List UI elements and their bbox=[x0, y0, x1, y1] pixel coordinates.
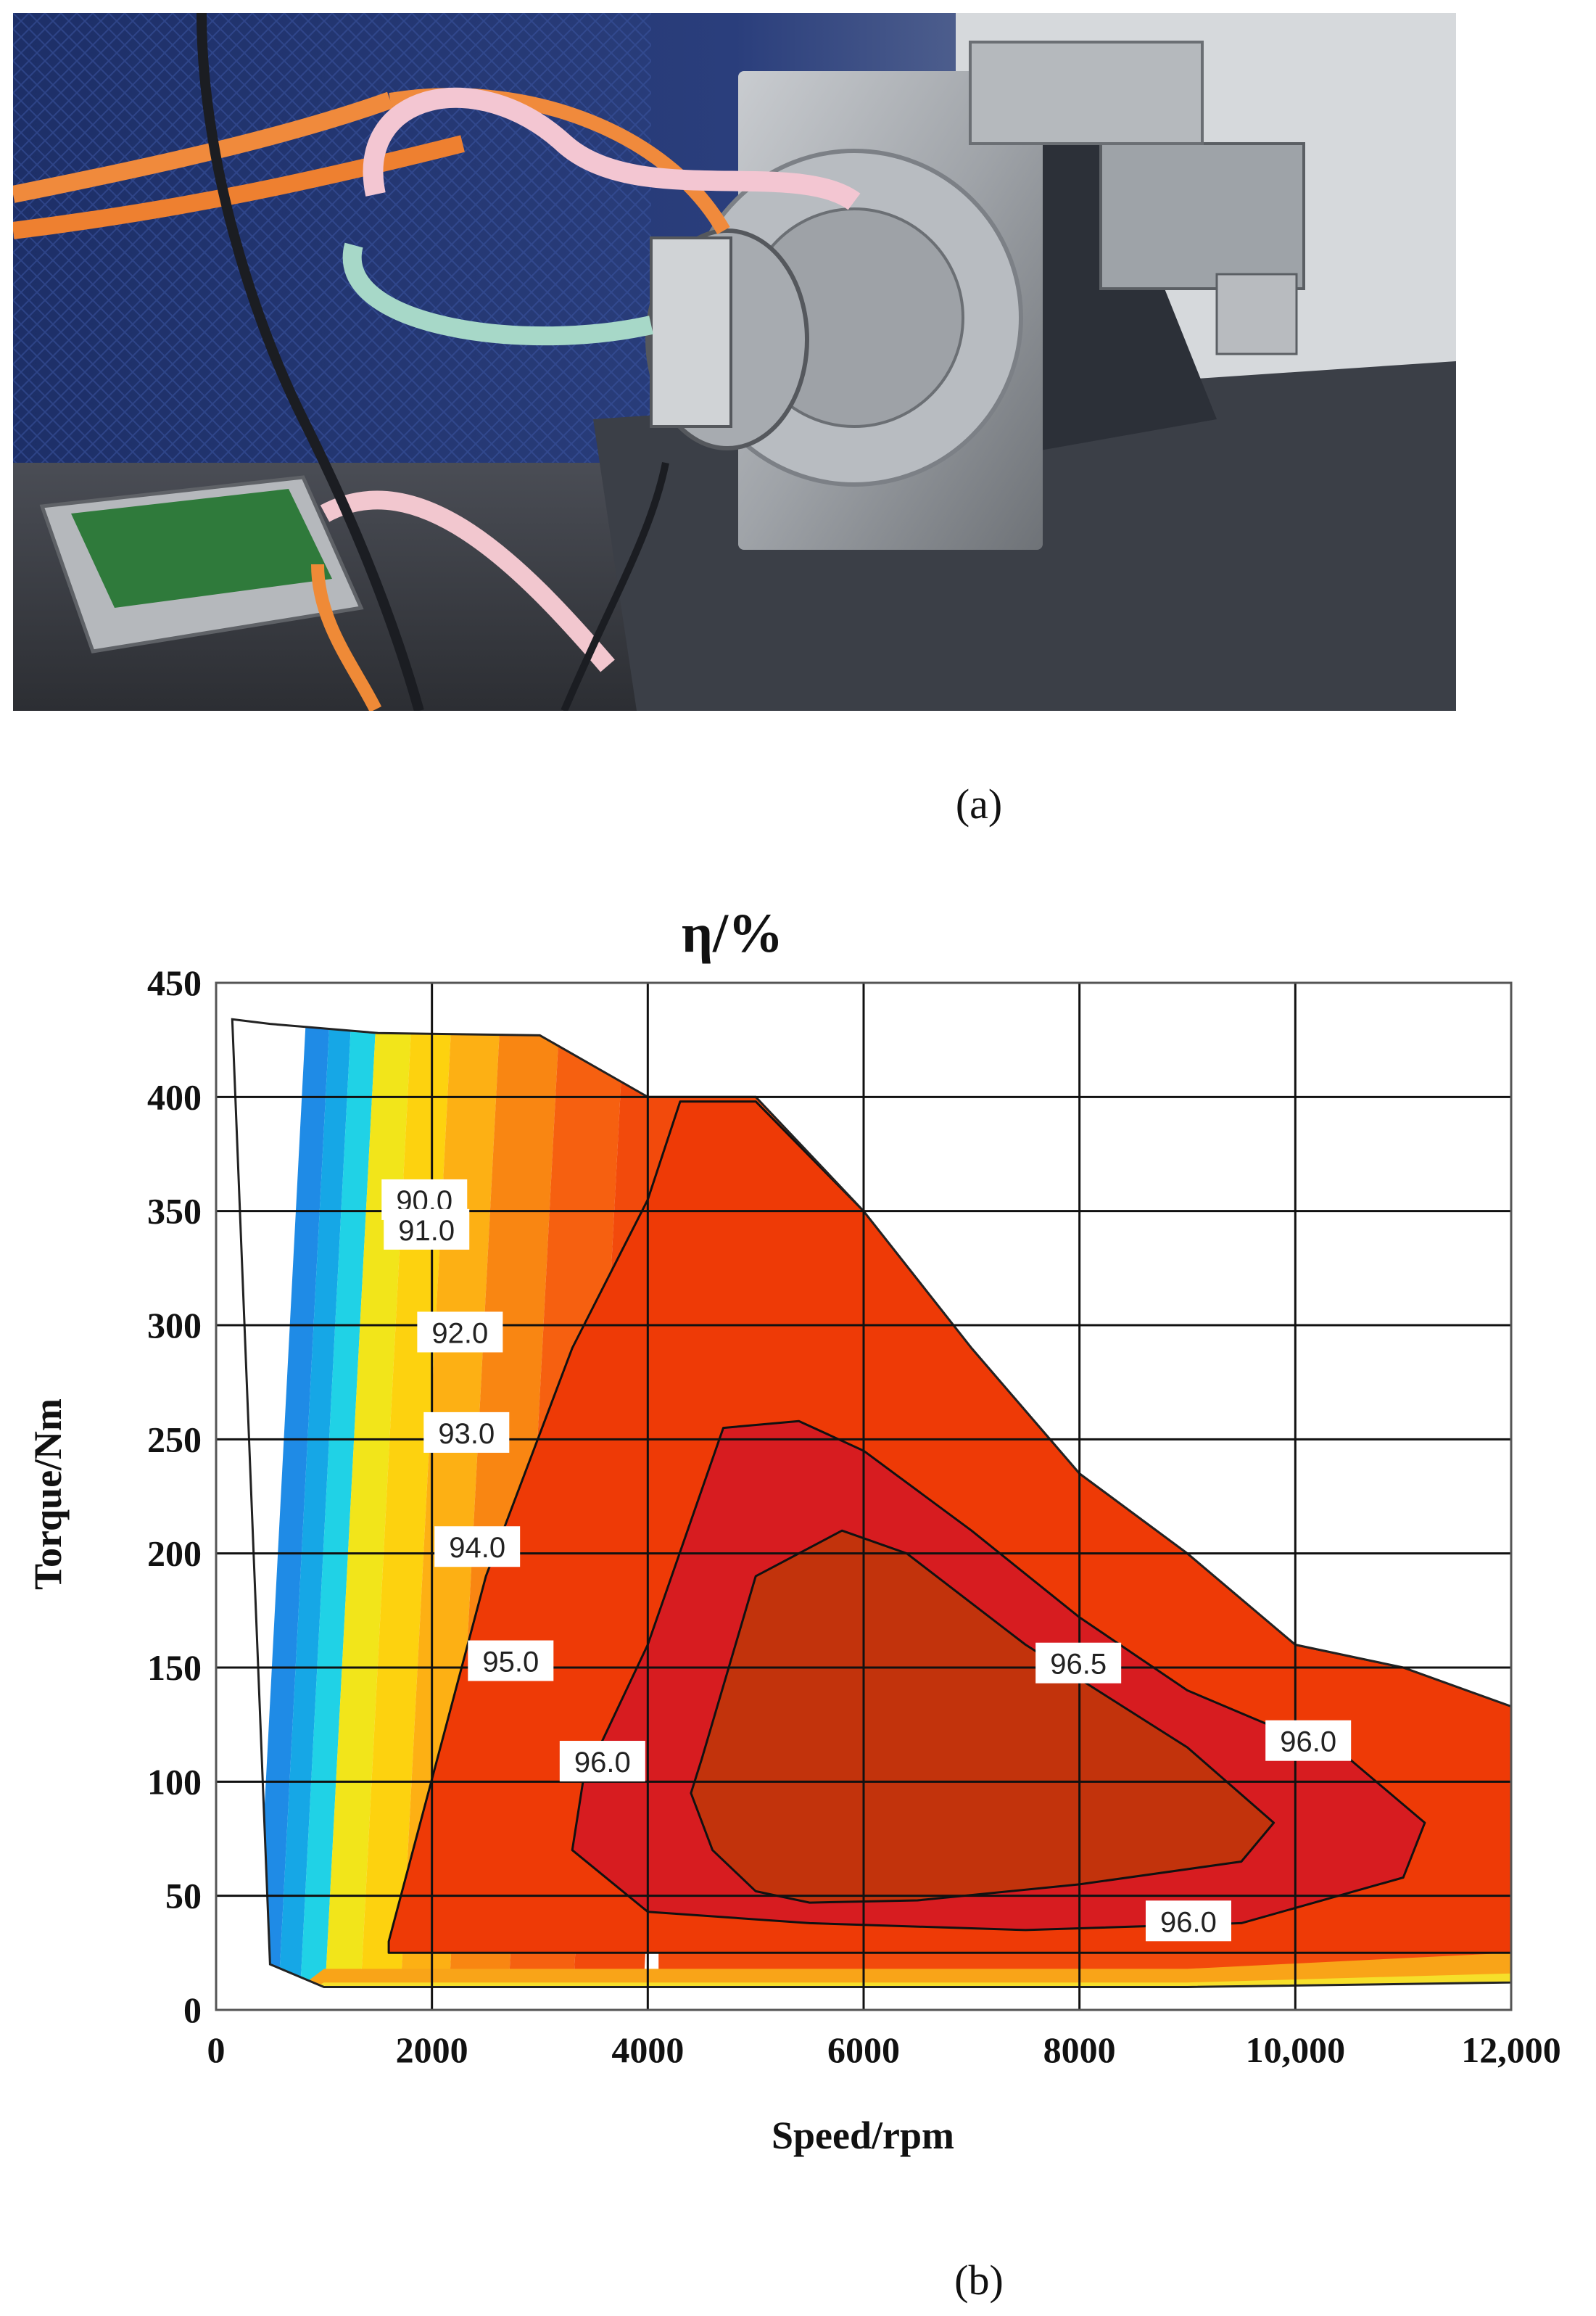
black-cable bbox=[197, 13, 424, 711]
x-axis-label: Speed/rpm bbox=[772, 2114, 954, 2157]
contour-label: 91.0 bbox=[384, 1208, 470, 1250]
contour-label-box bbox=[384, 1208, 470, 1250]
pink-hose-lower bbox=[320, 490, 615, 672]
test-bench-photo bbox=[13, 13, 1456, 711]
low-torque-band bbox=[270, 1973, 1511, 1987]
contour-label-text: 96.0 bbox=[1160, 1906, 1217, 1938]
contour-labels: 90.091.092.093.094.095.096.096.596.096.0 bbox=[381, 1179, 1352, 1942]
contour-label-box bbox=[434, 1526, 521, 1567]
x-tick-label: 2000 bbox=[396, 2029, 468, 2070]
contour-label-box bbox=[417, 1311, 503, 1353]
contour-label: 92.0 bbox=[417, 1311, 503, 1353]
contour-label-box bbox=[468, 1640, 554, 1681]
contour-label-box bbox=[423, 1412, 510, 1453]
contour-label-text: 96.0 bbox=[574, 1747, 631, 1779]
pink-hose bbox=[363, 87, 861, 210]
x-tick-label: 6000 bbox=[827, 2029, 900, 2070]
contour-label-box bbox=[1035, 1642, 1122, 1684]
low-torque-band bbox=[270, 1953, 1511, 1987]
contour-label-text: 91.0 bbox=[398, 1215, 455, 1247]
y-tick-label: 250 bbox=[147, 1419, 202, 1459]
upper-housing bbox=[969, 41, 1204, 145]
plot-frame bbox=[215, 981, 1513, 2011]
efficiency-band bbox=[277, 1019, 353, 1987]
inverter-pcb bbox=[71, 489, 332, 608]
efficiency-band bbox=[299, 1019, 379, 1987]
y-tick-label: 50 bbox=[165, 1876, 202, 1916]
efficiency-band bbox=[400, 1019, 503, 1987]
contour-label-box bbox=[1145, 1900, 1231, 1942]
contour-label-text: 92.0 bbox=[431, 1317, 488, 1349]
drive-unit bbox=[1099, 142, 1305, 290]
efficiency-map-chart: 90.091.092.093.094.095.096.096.596.096.0… bbox=[26, 903, 1561, 2157]
contour-label: 96.0 bbox=[559, 1741, 645, 1782]
x-tick-label: 12,000 bbox=[1461, 2029, 1561, 2070]
contour-label-text: 96.5 bbox=[1050, 1649, 1107, 1681]
contour-label-box bbox=[559, 1741, 645, 1782]
x-tick-label: 0 bbox=[207, 2029, 226, 2070]
y-tick-label: 350 bbox=[147, 1191, 202, 1232]
contour-label-text: 95.0 bbox=[482, 1647, 539, 1678]
y-tick-label: 100 bbox=[147, 1761, 202, 1802]
contour-label: 93.0 bbox=[423, 1412, 510, 1453]
contour-label: 96.0 bbox=[1145, 1900, 1231, 1942]
contour-label: 96.5 bbox=[1035, 1642, 1122, 1684]
chart-title: η/% bbox=[682, 903, 783, 964]
efficiency-regions bbox=[387, 1100, 1511, 1954]
mesh-cabinet bbox=[13, 13, 651, 521]
y-tick-label: 300 bbox=[147, 1305, 202, 1345]
orange-cable-2 bbox=[13, 135, 465, 239]
y-tick-label: 0 bbox=[183, 1990, 202, 2030]
caption-b: (b) bbox=[954, 2257, 1004, 2304]
junction-box bbox=[1215, 273, 1298, 355]
contour-label-text: 93.0 bbox=[438, 1418, 495, 1450]
contour-label-box bbox=[1265, 1720, 1352, 1761]
caption-a: (a) bbox=[955, 780, 1003, 828]
x-tick-label: 4000 bbox=[611, 2029, 684, 2070]
y-tick-label: 450 bbox=[147, 963, 202, 1003]
contour-label-text: 96.0 bbox=[1280, 1726, 1336, 1758]
signal-cable bbox=[561, 462, 669, 711]
efficiency-band bbox=[254, 1019, 332, 1987]
y-tick-label: 400 bbox=[147, 1076, 202, 1117]
y-axis-label: Torque/Nm bbox=[26, 1398, 70, 1590]
orange-cable-lower bbox=[311, 564, 382, 711]
motor-end-cap bbox=[650, 236, 732, 428]
contour-label: 96.0 bbox=[1265, 1720, 1352, 1761]
green-hose bbox=[342, 242, 653, 346]
x-tick-label: 8000 bbox=[1043, 2029, 1116, 2070]
y-tick-label: 200 bbox=[147, 1533, 202, 1574]
x-tick-label: 10,000 bbox=[1246, 2029, 1346, 2070]
tick-labels: 0 2000 4000 6000 8000 10,000 12,000 0 50 100 150 20… bbox=[147, 963, 1561, 2070]
grid bbox=[216, 983, 1511, 2010]
contour-label: 94.0 bbox=[434, 1526, 521, 1567]
contour-label-text: 94.0 bbox=[449, 1532, 505, 1564]
y-tick-label: 150 bbox=[147, 1647, 202, 1688]
contour-label: 95.0 bbox=[468, 1640, 554, 1681]
